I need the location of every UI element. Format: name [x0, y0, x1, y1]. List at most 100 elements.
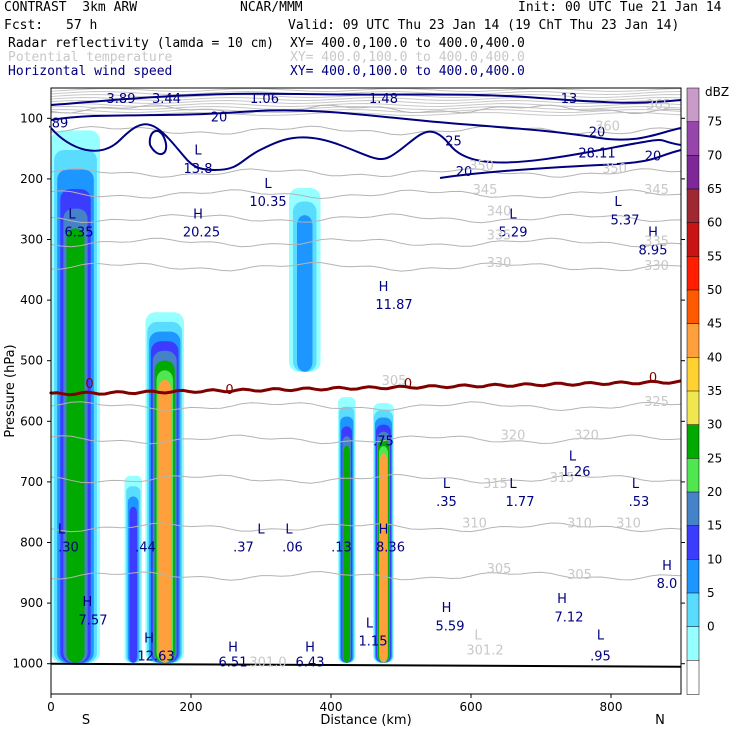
annotation-label: .89 [48, 116, 69, 131]
annotation-label: 25 [445, 135, 462, 150]
annotation-label: 7.57 [79, 613, 108, 628]
colorbar-label: 25 [707, 451, 722, 465]
colorbar-swatch-12 [686, 491, 700, 527]
y-tick-label: 1000 [12, 657, 43, 671]
field-3-name: Horizontal wind speed [8, 64, 173, 79]
valid-time: Valid: 09 UTC Thu 23 Jan 14 (19 ChT Thu … [288, 18, 680, 33]
annotation-label: 20.25 [183, 225, 220, 240]
annotation-label: 1.06 [250, 92, 279, 107]
wind-contour-3 [439, 149, 682, 179]
theta-contour-325 [50, 401, 682, 412]
annotation-label: 0 [649, 371, 657, 386]
annotation-label: H [193, 207, 203, 222]
annotation-label: L [509, 477, 517, 492]
colorbar-label: 10 [707, 552, 722, 566]
annotation-label: 325 [644, 395, 669, 410]
model-title: CONTRAST 3km ARW [4, 0, 138, 15]
freezing-level-line [49, 379, 682, 397]
colorbar-swatch-6 [686, 289, 700, 325]
field-3-xy: XY= 400.0,100.0 to 400.0,400.0 [290, 64, 525, 79]
y-tick-label: 700 [20, 475, 43, 489]
annotation-label: L [569, 450, 577, 465]
annotation-label: 20 [456, 165, 473, 180]
y-tick-label: 900 [20, 596, 43, 610]
theta-upper-line [50, 109, 682, 114]
theta-upper-line [50, 88, 682, 92]
wind-contour-0 [50, 92, 682, 106]
colorbar-unit: dBZ [705, 85, 729, 99]
theta-contour-305 [50, 570, 682, 581]
y-tick-label: 400 [20, 293, 43, 307]
colorbar-label: 0 [707, 620, 715, 634]
colorbar-label: 35 [707, 384, 722, 398]
colorbar-label: 30 [707, 418, 722, 432]
y-tick-label: 200 [20, 172, 43, 186]
theta-upper-line [50, 100, 682, 104]
fcst-label: Fcst: [4, 18, 44, 33]
annotation-label: L [366, 616, 374, 631]
reflectivity-cell-1-20 [129, 506, 137, 663]
x-axis-label: Distance (km) [320, 713, 411, 728]
x-tick-label: 0 [47, 700, 55, 714]
annotation-label: 330 [644, 259, 669, 274]
annotation-label: 305 [567, 568, 592, 583]
annotation-label: 305 [382, 374, 407, 389]
wind-contour-4 [148, 130, 168, 155]
colorbar-label: 75 [707, 115, 722, 129]
annotation-label: 7.12 [555, 610, 584, 625]
annotation-label: .75 [373, 435, 394, 450]
annotation-label: 6.51 [219, 656, 248, 671]
annotation-label: L [264, 177, 272, 192]
annotation-layer: 3.89 3.44 20 1.06 1.48 13 .89 25 20 28.11 20 20 L 13.… [48, 92, 678, 671]
ground-layer [50, 662, 682, 668]
annotation-label: 5.37 [611, 213, 640, 228]
annotation-label: .44 [135, 541, 156, 556]
theta-contour-340 [50, 213, 682, 224]
south-label: S [82, 713, 90, 728]
annotation-label: 20 [211, 110, 228, 125]
annotation-label: 301.2 [466, 644, 503, 659]
north-label: N [655, 713, 665, 728]
annotation-label: 310 [567, 516, 592, 531]
annotation-label: 10.35 [249, 195, 286, 210]
annotation-label: H [228, 641, 238, 656]
annotation-label: L [443, 477, 451, 492]
theta-contour-360 [50, 125, 682, 136]
field-1-name: Radar reflectivity (lamda = 10 cm) [8, 36, 275, 51]
theta-contour-315 [50, 474, 681, 484]
colorbar-label: 55 [707, 249, 722, 263]
x-tick-label: 200 [180, 700, 203, 714]
annotation-label: H [83, 595, 93, 610]
theta-upper-line [50, 90, 682, 95]
annotation-label: H [442, 601, 452, 616]
ground-line [50, 662, 682, 668]
field-1-xy: XY= 400.0,100.0 to 400.0,400.0 [290, 36, 525, 51]
colorbar-swatch-2 [686, 155, 700, 190]
annotation-label: 320 [574, 428, 599, 443]
x-tick-label: 600 [460, 700, 483, 714]
y-tick-label: 300 [20, 233, 43, 247]
annotation-label: H [648, 225, 658, 240]
colorbar-label: 20 [707, 485, 722, 499]
annotation-label: H [379, 280, 389, 295]
annotation-label: H [662, 559, 672, 574]
reflectivity-cell-5-40 [380, 453, 387, 663]
plot-frame [50, 87, 682, 695]
annotation-label: .06 [282, 541, 303, 556]
colorbar-swatch-9 [686, 390, 700, 426]
annotation-label: 350 [602, 162, 627, 177]
annotation-label: H [305, 641, 315, 656]
annotation-label: L [58, 522, 66, 537]
y-tick-label: 500 [20, 354, 43, 368]
colorbar-swatch-0 [686, 87, 700, 123]
colorbar-label: 60 [707, 216, 722, 230]
fcst-value: 57 h [66, 18, 98, 33]
colorbar-swatch-10 [686, 424, 700, 460]
annotation-label: H [379, 522, 389, 537]
annotation-label: .35 [436, 495, 457, 510]
colorbar-label: 50 [707, 283, 722, 297]
theta-contour-310 [50, 522, 682, 533]
